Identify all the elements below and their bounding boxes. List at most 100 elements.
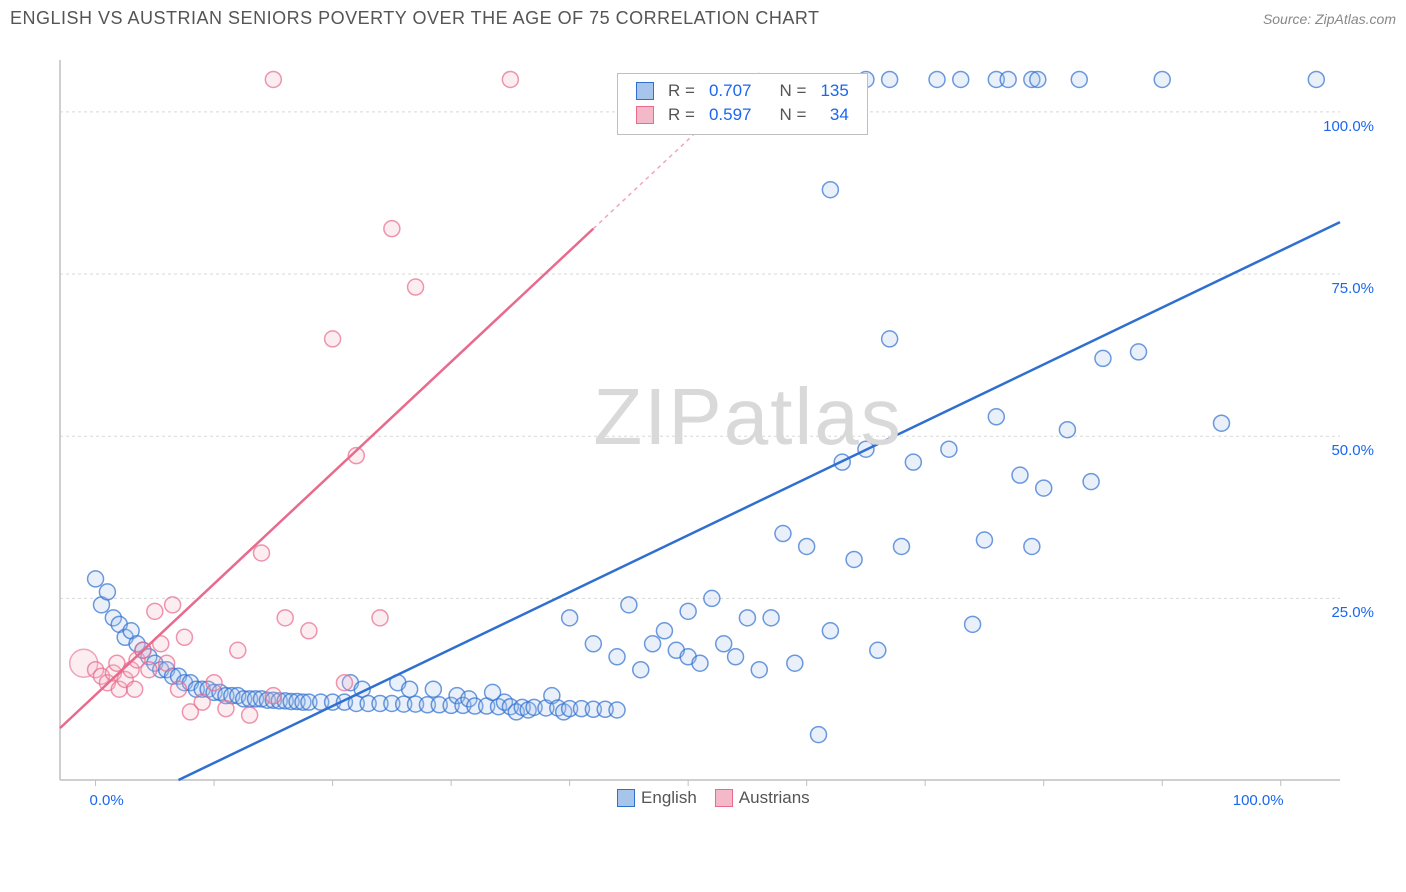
data-point bbox=[882, 71, 898, 87]
y-tick-label: 100.0% bbox=[1323, 118, 1374, 135]
data-point bbox=[1012, 467, 1028, 483]
data-point bbox=[609, 702, 625, 718]
data-point bbox=[502, 71, 518, 87]
data-point bbox=[336, 675, 352, 691]
data-point bbox=[253, 545, 269, 561]
data-point bbox=[171, 681, 187, 697]
data-point bbox=[633, 662, 649, 678]
data-point bbox=[799, 538, 815, 554]
data-point bbox=[242, 707, 258, 723]
data-point bbox=[609, 649, 625, 665]
data-point bbox=[621, 597, 637, 613]
data-point bbox=[953, 71, 969, 87]
correlation-legend: R =0.707N =135R =0.597N =34 bbox=[617, 73, 868, 135]
x-tick-label: 0.0% bbox=[90, 792, 124, 809]
data-point bbox=[372, 610, 388, 626]
data-point bbox=[1308, 71, 1324, 87]
legend-label: Austrians bbox=[739, 788, 810, 808]
data-point bbox=[1095, 350, 1111, 366]
data-point bbox=[1154, 71, 1170, 87]
legend-swatch bbox=[636, 106, 654, 124]
legend-n-label: N = bbox=[774, 80, 813, 102]
data-point bbox=[822, 623, 838, 639]
data-point bbox=[194, 694, 210, 710]
legend-label: English bbox=[641, 788, 697, 808]
legend-n-label: N = bbox=[774, 104, 813, 126]
data-point bbox=[893, 538, 909, 554]
legend-n-value: 135 bbox=[814, 80, 854, 102]
data-point bbox=[716, 636, 732, 652]
data-point bbox=[1030, 71, 1046, 87]
data-point bbox=[325, 331, 341, 347]
data-point bbox=[127, 681, 143, 697]
legend-r-value: 0.597 bbox=[703, 104, 758, 126]
data-point bbox=[751, 662, 767, 678]
data-point bbox=[218, 701, 234, 717]
source-attribution: Source: ZipAtlas.com bbox=[1263, 11, 1396, 27]
legend-r-label: R = bbox=[662, 80, 701, 102]
y-tick-label: 75.0% bbox=[1331, 280, 1374, 297]
data-point bbox=[645, 636, 661, 652]
data-point bbox=[88, 571, 104, 587]
data-point bbox=[882, 331, 898, 347]
data-point bbox=[941, 441, 957, 457]
data-point bbox=[265, 71, 281, 87]
data-point bbox=[1024, 538, 1040, 554]
data-point bbox=[1059, 422, 1075, 438]
data-point bbox=[692, 655, 708, 671]
data-point bbox=[1071, 71, 1087, 87]
legend-swatch bbox=[617, 789, 635, 807]
data-point bbox=[965, 616, 981, 632]
legend-item: Austrians bbox=[715, 788, 810, 808]
data-point bbox=[680, 603, 696, 619]
data-point bbox=[775, 526, 791, 542]
data-point bbox=[384, 221, 400, 237]
data-point bbox=[402, 681, 418, 697]
x-tick-label: 100.0% bbox=[1233, 792, 1284, 809]
data-point bbox=[704, 590, 720, 606]
source-name: ZipAtlas.com bbox=[1315, 11, 1396, 27]
data-point bbox=[277, 610, 293, 626]
data-point bbox=[1213, 415, 1229, 431]
title-bar: ENGLISH VS AUSTRIAN SENIORS POVERTY OVER… bbox=[10, 8, 1396, 29]
series-legend: English Austrians bbox=[617, 788, 810, 808]
data-point bbox=[159, 655, 175, 671]
data-point bbox=[425, 681, 441, 697]
data-point bbox=[1131, 344, 1147, 360]
legend-swatch bbox=[715, 789, 733, 807]
data-point bbox=[165, 597, 181, 613]
data-point bbox=[206, 675, 222, 691]
plot-area: ZIPatlas R =0.707N =135R =0.597N =34 Eng… bbox=[50, 50, 1380, 820]
data-point bbox=[230, 642, 246, 658]
data-point bbox=[870, 642, 886, 658]
data-point bbox=[929, 71, 945, 87]
data-point bbox=[763, 610, 779, 626]
data-point bbox=[811, 727, 827, 743]
data-point bbox=[787, 655, 803, 671]
legend-n-value: 34 bbox=[814, 104, 854, 126]
data-point bbox=[265, 688, 281, 704]
legend-r-label: R = bbox=[662, 104, 701, 126]
data-point bbox=[739, 610, 755, 626]
data-point bbox=[1083, 474, 1099, 490]
data-point bbox=[905, 454, 921, 470]
data-point bbox=[988, 409, 1004, 425]
data-point bbox=[147, 603, 163, 619]
data-point bbox=[301, 623, 317, 639]
y-tick-label: 50.0% bbox=[1331, 442, 1374, 459]
legend-swatch bbox=[636, 82, 654, 100]
data-point bbox=[585, 636, 601, 652]
data-point bbox=[976, 532, 992, 548]
legend-item: English bbox=[617, 788, 697, 808]
data-point bbox=[141, 662, 157, 678]
y-tick-label: 25.0% bbox=[1331, 604, 1374, 621]
data-point bbox=[99, 584, 115, 600]
source-label: Source: bbox=[1263, 11, 1311, 27]
data-point bbox=[1000, 71, 1016, 87]
data-point bbox=[408, 279, 424, 295]
data-point bbox=[176, 629, 192, 645]
data-point bbox=[1036, 480, 1052, 496]
chart-title: ENGLISH VS AUSTRIAN SENIORS POVERTY OVER… bbox=[10, 8, 820, 29]
chart-container: ENGLISH VS AUSTRIAN SENIORS POVERTY OVER… bbox=[0, 0, 1406, 892]
data-point bbox=[846, 551, 862, 567]
